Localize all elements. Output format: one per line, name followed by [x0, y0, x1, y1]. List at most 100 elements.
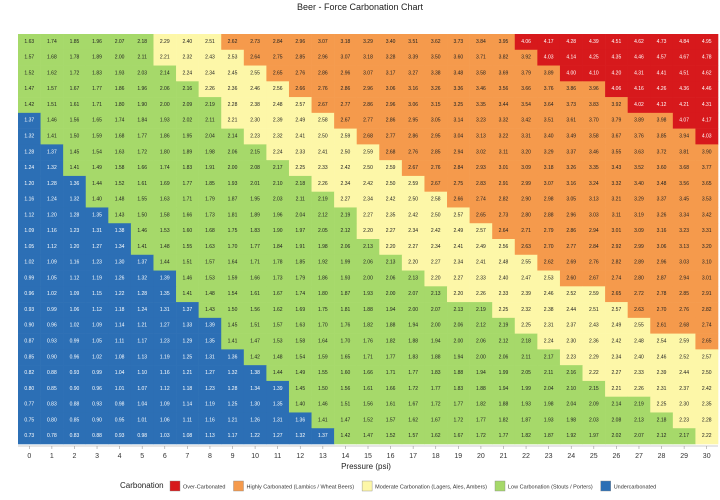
- cell-value-label: 1.96: [273, 212, 283, 218]
- heatmap-cell: [176, 302, 199, 319]
- cell-value-label: 1.42: [24, 102, 34, 108]
- cell-value-label: 1.88: [453, 370, 463, 376]
- heatmap-cell: [379, 81, 403, 98]
- cell-value-label: 3.65: [702, 181, 712, 187]
- cell-value-label: 1.45: [228, 323, 238, 329]
- cell-value-label: 3.73: [566, 102, 576, 108]
- cell-value-label: 3.64: [544, 102, 554, 108]
- x-tick-label: 25: [590, 453, 598, 460]
- cell-value-label: 2.58: [431, 197, 441, 203]
- cell-value-label: 2.04: [566, 402, 576, 408]
- heatmap-cell: [492, 97, 516, 114]
- heatmap-cell: [266, 270, 290, 287]
- heatmap-cell: [447, 81, 470, 98]
- cell-value-label: 1.77: [453, 402, 463, 408]
- heatmap-cell: [424, 254, 448, 271]
- cell-value-label: 1.26: [115, 275, 125, 281]
- heatmap-cell: [672, 254, 696, 271]
- cell-value-label: 3.73: [453, 39, 463, 45]
- cell-value-label: 2.18: [521, 339, 531, 345]
- heatmap-cell: [695, 34, 719, 51]
- cell-value-label: 1.55: [318, 370, 328, 376]
- cell-value-label: 2.39: [273, 118, 283, 124]
- heatmap-cell: [311, 175, 335, 192]
- x-axis-label: Pressure (psi): [341, 462, 391, 471]
- cell-value-label: 1.34: [250, 386, 260, 392]
- cell-value-label: 3.29: [544, 149, 554, 155]
- cell-value-label: 2.21: [228, 118, 238, 124]
- cell-value-label: 2.41: [318, 149, 328, 155]
- cell-value-label: 0.88: [70, 402, 80, 408]
- heatmap-cell: [85, 191, 109, 208]
- cell-value-label: 2.46: [544, 291, 554, 297]
- cell-value-label: 1.25: [228, 402, 238, 408]
- cell-value-label: 1.32: [228, 370, 238, 376]
- cell-value-label: 2.21: [160, 55, 170, 61]
- cell-value-label: 1.41: [318, 417, 328, 423]
- heatmap-cell: [627, 270, 651, 287]
- cell-value-label: 1.12: [70, 275, 80, 281]
- heatmap-cell: [40, 191, 64, 208]
- heatmap-cell: [85, 317, 109, 334]
- cell-value-label: 3.51: [544, 118, 554, 124]
- heatmap-cell: [469, 97, 493, 114]
- cell-value-label: 0.99: [70, 339, 80, 345]
- x-tick-label: 15: [364, 453, 372, 460]
- cell-value-label: 2.57: [702, 354, 712, 360]
- cell-value-label: 0.85: [70, 417, 80, 423]
- heatmap-cell: [627, 128, 651, 145]
- heatmap-cell: [266, 34, 290, 51]
- heatmap-cell: [695, 365, 719, 382]
- cell-value-label: 1.09: [24, 228, 34, 234]
- cell-value-label: 3.27: [408, 70, 418, 76]
- cell-value-label: 2.57: [295, 102, 305, 108]
- heatmap-cell: [63, 349, 87, 366]
- cell-value-label: 2.21: [612, 386, 622, 392]
- heatmap-cell: [695, 81, 719, 98]
- heatmap-cell: [198, 207, 222, 224]
- x-tick-label: 28: [658, 453, 666, 460]
- x-tick-label: 26: [612, 453, 620, 460]
- heatmap-cell: [582, 428, 606, 445]
- heatmap-cell: [356, 144, 380, 161]
- heatmap-cell: [40, 160, 64, 177]
- heatmap-cell: [672, 333, 696, 350]
- cell-value-label: 2.28: [702, 417, 712, 423]
- heatmap-cell: [108, 302, 132, 319]
- x-tick-label: 5: [140, 453, 144, 460]
- x-tick-label: 17: [409, 453, 417, 460]
- heatmap-cell: [108, 81, 132, 98]
- heatmap-cell: [40, 175, 64, 192]
- cell-value-label: 2.09: [182, 102, 192, 108]
- cell-value-label: 1.30: [115, 260, 125, 266]
- cell-value-label: 2.68: [679, 323, 689, 329]
- heatmap-cell: [198, 254, 222, 271]
- cell-value-label: 3.63: [634, 149, 644, 155]
- cell-value-label: 0.90: [24, 323, 34, 329]
- heatmap-cell: [18, 380, 41, 397]
- cell-value-label: 1.44: [273, 370, 283, 376]
- heatmap-cell: [469, 365, 493, 382]
- cell-value-label: 1.65: [92, 118, 102, 124]
- heatmap-cell: [492, 175, 516, 192]
- cell-value-label: 3.29: [363, 39, 373, 45]
- heatmap-cell: [650, 65, 674, 82]
- x-tick-label: 24: [567, 453, 575, 460]
- heatmap-cell: [266, 412, 290, 429]
- heatmap-cell: [40, 65, 64, 82]
- cell-value-label: 1.66: [137, 165, 147, 171]
- heatmap-cell: [582, 380, 606, 397]
- heatmap-cell: [401, 239, 425, 256]
- heatmap-cell: [130, 349, 154, 366]
- heatmap-cell: [582, 317, 606, 334]
- heatmap-cell: [447, 396, 470, 413]
- cell-value-label: 1.83: [182, 165, 192, 171]
- cell-value-label: 1.54: [228, 291, 238, 297]
- cell-value-label: 1.82: [386, 339, 396, 345]
- cell-value-label: 2.49: [295, 118, 305, 124]
- heatmap-cell: [492, 428, 516, 445]
- cell-value-label: 2.12: [341, 228, 351, 234]
- cell-value-label: 3.03: [589, 212, 599, 218]
- cell-value-label: 2.59: [341, 134, 351, 140]
- heatmap-cell: [492, 365, 516, 382]
